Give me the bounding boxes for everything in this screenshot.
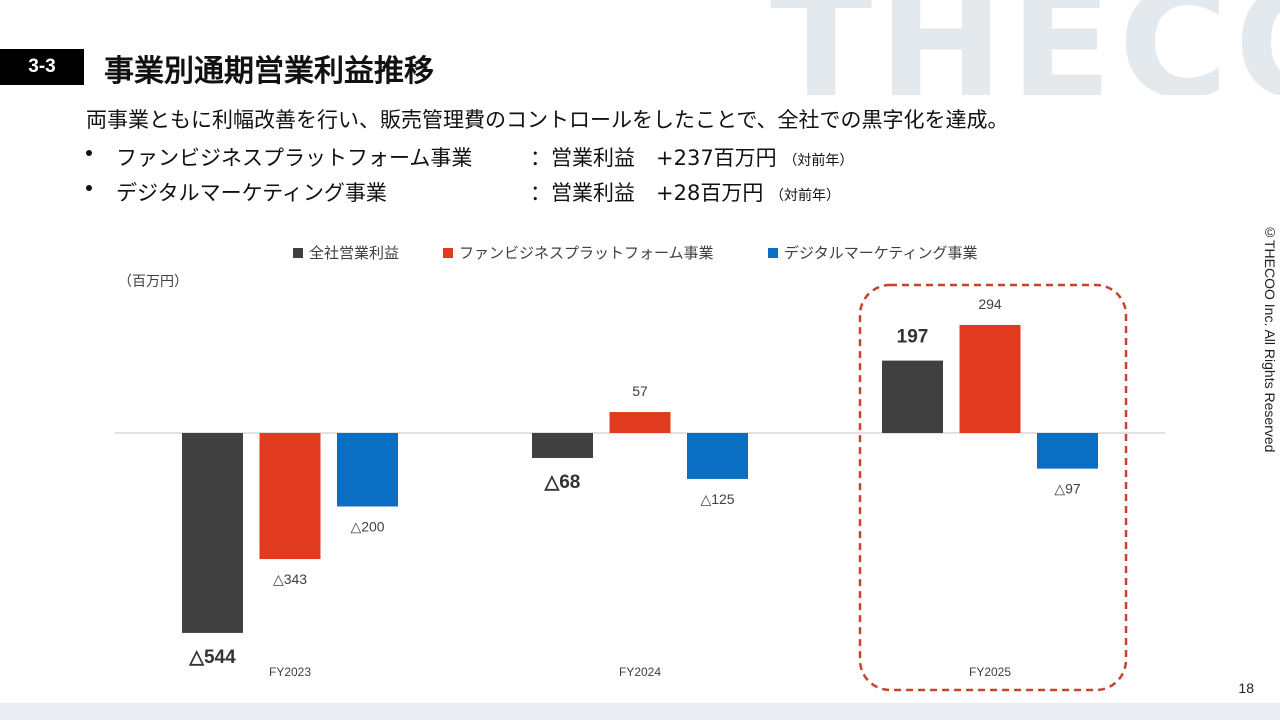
- bar: [959, 324, 1021, 433]
- bullet-dot: [86, 185, 92, 191]
- legend-label: ファンビジネスプラットフォーム事業: [459, 245, 714, 262]
- category-label: FY2024: [619, 665, 661, 679]
- unit-label: （百万円）: [118, 273, 188, 289]
- bullet-metric: 営業利益 +237百万円: [551, 146, 777, 170]
- bar: [259, 433, 321, 560]
- data-label: 197: [897, 327, 929, 348]
- footer-band: [0, 703, 1280, 720]
- data-label: △125: [700, 491, 734, 507]
- bar: [1037, 433, 1098, 469]
- bullet-separator: ：: [530, 146, 551, 170]
- bullet-note: （対前年）: [783, 153, 854, 169]
- copyright-text: ©THECOO Inc. All Rights Reserved: [1262, 224, 1278, 453]
- bar: [687, 433, 748, 479]
- data-label: △343: [273, 571, 307, 587]
- legend-swatch: [443, 248, 453, 258]
- bar: [337, 433, 398, 507]
- page-title: 事業別通期営業利益推移: [104, 54, 434, 89]
- data-label: △200: [350, 519, 384, 535]
- brand-watermark: THECOO: [770, 0, 1280, 95]
- highlight-box: [858, 283, 1128, 692]
- bullet-label: デジタルマーケティング事業: [116, 181, 387, 205]
- legend-swatch: [768, 248, 778, 258]
- bullet-dot: [86, 150, 92, 156]
- data-label: 294: [978, 296, 1002, 312]
- bullet-note: （対前年）: [770, 188, 841, 204]
- data-label: 57: [632, 383, 648, 399]
- bar: [882, 360, 943, 433]
- data-label: △97: [1054, 481, 1081, 497]
- legend-label: 全社営業利益: [309, 244, 399, 262]
- bar: [532, 433, 593, 458]
- summary-text: 両事業ともに利幅改善を行い、販売管理費のコントロールをしたことで、全社での黒字化…: [86, 108, 1009, 132]
- bullet-metric: 営業利益 +28百万円: [551, 181, 764, 205]
- legend-swatch: [293, 248, 303, 258]
- legend-label: デジタルマーケティング事業: [784, 244, 978, 262]
- section-number-badge: 3-3: [0, 49, 84, 85]
- bullet-fan-business: ファンビジネスプラットフォーム事業 ：営業利益 +237百万円 （対前年）: [86, 142, 853, 172]
- bullet-label: ファンビジネスプラットフォーム事業: [116, 146, 473, 170]
- page-number: 18: [1238, 680, 1254, 696]
- category-label: FY2023: [269, 665, 311, 679]
- bar: [609, 412, 671, 433]
- category-label: FY2025: [969, 665, 1011, 679]
- bullet-digital-marketing: デジタルマーケティング事業 ：営業利益 +28百万円 （対前年）: [86, 177, 840, 207]
- bullet-separator: ：: [530, 181, 551, 205]
- bar: [182, 433, 243, 633]
- data-label: △68: [544, 472, 581, 493]
- data-label: △544: [188, 647, 236, 668]
